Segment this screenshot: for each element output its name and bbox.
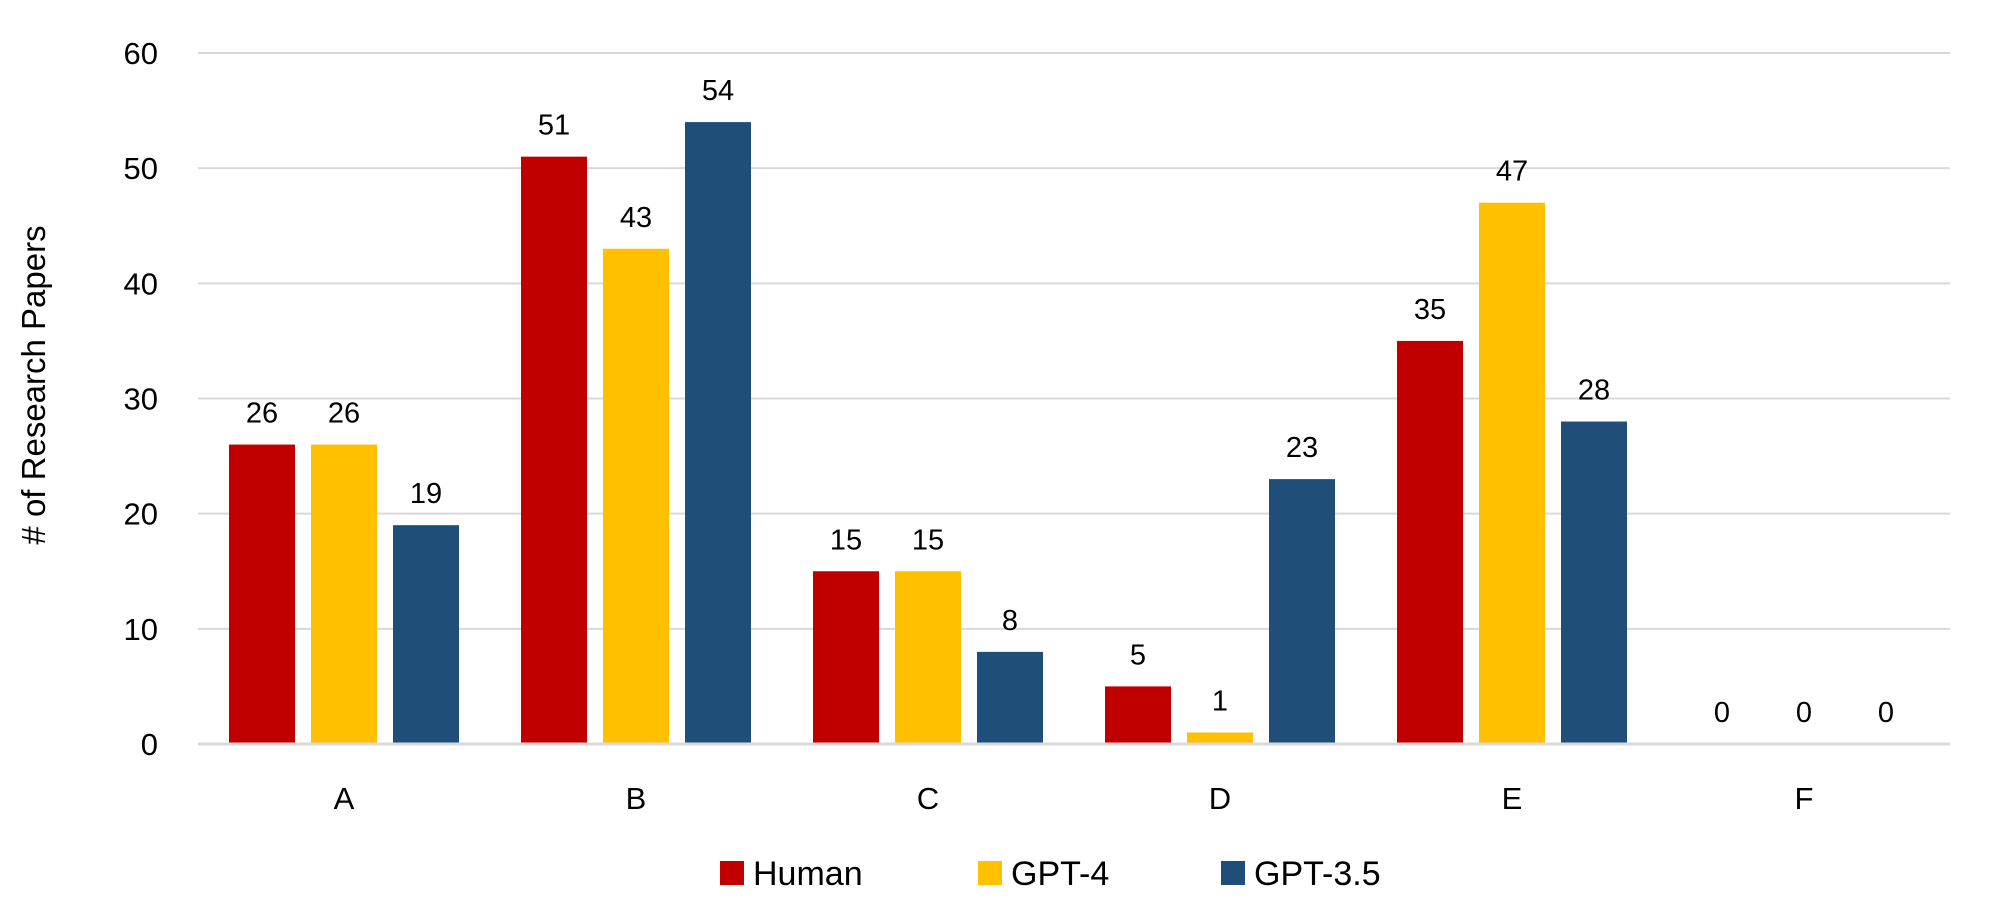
bar-C-gpt-3-5 <box>977 651 1043 744</box>
data-label: 47 <box>1496 156 1528 188</box>
bar-C-gpt-4 <box>895 571 961 744</box>
data-label: 15 <box>830 524 862 556</box>
bar-A-gpt-3-5 <box>393 525 459 744</box>
y-tick-label: 20 <box>124 497 158 532</box>
data-label: 35 <box>1414 294 1446 326</box>
y-tick-label: 50 <box>124 151 158 186</box>
x-tick-label: C <box>917 781 939 816</box>
bar-B-gpt-3-5 <box>685 122 751 745</box>
x-tick-label: E <box>1502 781 1523 816</box>
x-tick-label: A <box>334 781 355 816</box>
bar-C-human <box>813 571 879 744</box>
x-tick-label: B <box>626 781 647 816</box>
bar-E-gpt-3-5 <box>1561 421 1627 744</box>
y-tick-label: 60 <box>124 36 158 71</box>
legend-swatch-human <box>720 861 744 885</box>
data-label: 15 <box>912 524 944 556</box>
data-label: 1 <box>1212 685 1228 717</box>
bar-D-human <box>1105 686 1171 744</box>
bar-B-gpt-4 <box>603 248 669 745</box>
bar-E-human <box>1397 340 1463 744</box>
bar-A-gpt-4 <box>311 444 377 744</box>
data-label: 26 <box>246 398 278 430</box>
data-label: 26 <box>328 398 360 430</box>
data-label: 19 <box>410 478 442 510</box>
bar-E-gpt-4 <box>1479 202 1545 744</box>
data-label: 0 <box>1796 697 1812 729</box>
y-tick-label: 10 <box>124 612 158 647</box>
legend-label: GPT-3.5 <box>1254 855 1381 893</box>
y-tick-label: 30 <box>124 382 158 417</box>
data-label: 0 <box>1878 697 1894 729</box>
gridlines <box>198 52 1950 630</box>
y-axis-title: # of Research Papers <box>15 225 52 544</box>
x-tick-label: F <box>1795 781 1814 816</box>
bar-A-human <box>229 444 295 744</box>
bar-D-gpt-3-5 <box>1269 479 1335 744</box>
y-tick-label: 0 <box>141 727 158 762</box>
data-label: 23 <box>1286 432 1318 464</box>
bar-B-human <box>521 156 587 744</box>
data-label: 54 <box>702 75 734 107</box>
y-tick-label: 40 <box>124 266 158 301</box>
legend-swatch-gpt-3-5 <box>1221 861 1245 885</box>
data-label: 8 <box>1002 605 1018 637</box>
legend: Human GPT-4 GPT-3.5 <box>720 855 1381 893</box>
bar-D-gpt-4 <box>1187 732 1253 744</box>
bars <box>229 122 1627 745</box>
legend-label: GPT-4 <box>1011 855 1109 893</box>
legend-label: Human <box>753 855 863 893</box>
data-label: 5 <box>1130 639 1146 671</box>
legend-swatch-gpt-4 <box>978 861 1002 885</box>
x-tick-label: D <box>1209 781 1231 816</box>
data-label: 51 <box>538 110 570 142</box>
data-label: 0 <box>1714 697 1730 729</box>
data-label: 28 <box>1578 375 1610 407</box>
data-label: 43 <box>620 202 652 234</box>
